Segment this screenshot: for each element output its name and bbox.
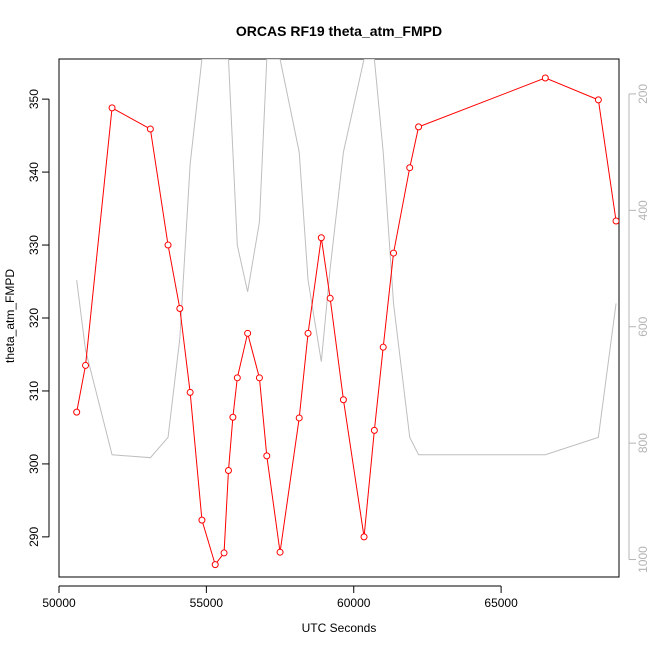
- data-point: [255, 374, 263, 382]
- data-point: [406, 164, 414, 172]
- data-point: [224, 466, 232, 474]
- data-point: [317, 234, 325, 242]
- y-tick-label: 320: [27, 308, 41, 328]
- data-point: [73, 408, 81, 416]
- data-point: [220, 549, 228, 557]
- data-point: [295, 414, 303, 422]
- red-series: [73, 74, 619, 569]
- data-point: [229, 413, 237, 421]
- data-point: [82, 361, 90, 369]
- y-tick-label: 340: [27, 162, 41, 182]
- data-point: [108, 104, 116, 112]
- y-tick-label: 290: [27, 527, 41, 547]
- y-tick-label: 350: [27, 89, 41, 109]
- y-tick-label: 310: [27, 381, 41, 401]
- gray-series-line: [76, 59, 617, 459]
- y2-tick-label: 400: [636, 200, 650, 220]
- data-point: [198, 516, 206, 524]
- chart-title: ORCAS RF19 theta_atm_FMPD: [236, 23, 442, 39]
- data-point: [360, 533, 368, 541]
- data-point: [326, 294, 334, 302]
- x-axis-label: UTC Seconds: [302, 621, 377, 635]
- y2-tick-label: 600: [636, 316, 650, 336]
- data-point: [233, 374, 241, 382]
- axes: 50000 55000 60000 65000 290 300 310 320 330 340 35…: [27, 58, 650, 610]
- data-point: [276, 548, 284, 556]
- x-tick-label: 65000: [484, 596, 518, 610]
- data-point: [164, 241, 172, 249]
- y-axis-label: theta_atm_FMPD: [3, 269, 17, 363]
- plot-frame: [58, 58, 620, 578]
- data-point: [244, 329, 252, 337]
- data-point: [379, 343, 387, 351]
- data-point: [263, 452, 271, 460]
- x-tick-label: 55000: [190, 596, 224, 610]
- y-tick-label: 300: [27, 454, 41, 474]
- gray-series: [76, 59, 617, 459]
- data-point: [541, 74, 549, 82]
- data-point: [146, 125, 154, 133]
- x-tick-label: 60000: [337, 596, 371, 610]
- data-point: [186, 388, 194, 396]
- data-point: [415, 123, 423, 131]
- x-tick-label: 50000: [42, 596, 76, 610]
- data-point: [304, 329, 312, 337]
- data-point: [211, 561, 219, 569]
- data-point: [339, 396, 347, 404]
- data-point: [594, 96, 602, 104]
- data-point: [612, 217, 619, 225]
- red-series-line: [76, 77, 617, 566]
- y2-tick-label: 1000: [636, 546, 650, 573]
- y2-tick-label: 800: [636, 433, 650, 453]
- data-point: [370, 426, 378, 434]
- y2-tick-label: 200: [636, 84, 650, 104]
- y-tick-label: 330: [27, 235, 41, 255]
- data-point: [390, 249, 398, 257]
- data-point: [176, 305, 184, 313]
